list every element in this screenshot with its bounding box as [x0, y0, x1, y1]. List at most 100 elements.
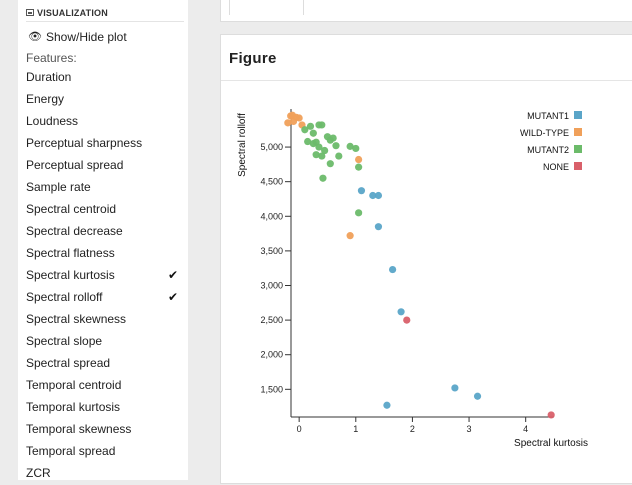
feature-item[interactable]: Spectral kurtosis ✔ — [18, 264, 188, 286]
feature-label: Spectral decrease — [26, 224, 123, 238]
feature-label: Spectral skewness — [26, 312, 127, 326]
data-point-none — [547, 411, 555, 419]
feature-label: Temporal kurtosis — [26, 400, 121, 414]
feature-item[interactable]: Spectral decrease — [18, 220, 188, 242]
y-tick-label: 4,500 — [260, 177, 283, 187]
data-point-mutant2 — [318, 152, 326, 160]
legend-swatch — [574, 128, 582, 136]
data-point-mutant1 — [369, 191, 377, 200]
legend-swatch — [574, 145, 582, 153]
feature-label: Duration — [26, 70, 72, 84]
legend-swatch — [574, 162, 582, 170]
data-point-mutant1 — [383, 401, 391, 409]
data-point-mutant2 — [332, 142, 340, 150]
feature-item[interactable]: Spectral spread — [18, 352, 188, 374]
data-point-wild-type — [284, 119, 292, 127]
feature-item[interactable]: Temporal skewness — [18, 418, 188, 440]
data-point-mutant1 — [357, 187, 366, 195]
data-point-mutant1 — [451, 384, 459, 392]
feature-label: Spectral kurtosis — [26, 268, 115, 282]
feature-item[interactable]: Spectral skewness — [18, 308, 188, 330]
feature-item[interactable]: Loudness — [18, 110, 188, 132]
visualization-section-header: VISUALIZATION — [26, 4, 184, 22]
feature-label: Sample rate — [26, 180, 91, 194]
feature-item[interactable]: Spectral centroid — [18, 198, 188, 220]
top-panel — [220, 0, 632, 22]
feature-item[interactable]: Energy — [18, 88, 188, 110]
feature-item[interactable]: Perceptual spread — [18, 154, 188, 176]
feature-item[interactable]: Sample rate — [18, 176, 188, 198]
y-tick-label: 3,000 — [260, 280, 283, 290]
feature-label: Temporal skewness — [26, 422, 132, 436]
x-tick-label: 2 — [410, 424, 415, 434]
data-point-mutant1 — [397, 308, 405, 316]
x-tick-label: 4 — [523, 424, 528, 434]
show-hide-plot-toggle[interactable]: 👁 Show/Hide plot — [28, 30, 127, 44]
feature-item[interactable]: Perceptual sharpness — [18, 132, 188, 154]
features-label: Features: — [26, 51, 77, 65]
feature-label: Spectral rolloff — [26, 290, 103, 304]
checkmark-icon: ✔ — [167, 290, 178, 304]
data-point-mutant2 — [319, 174, 327, 182]
y-axis-label: Spectral rolloff — [237, 113, 248, 177]
x-tick-label: 1 — [353, 424, 358, 434]
y-tick-label: 4,000 — [260, 211, 283, 221]
figure-title-bar: Figure — [221, 35, 632, 81]
data-point-mutant2 — [329, 134, 337, 142]
feature-label: Temporal centroid — [26, 378, 122, 392]
show-hide-plot-label: Show/Hide plot — [45, 30, 127, 44]
feature-label: Loudness — [26, 114, 79, 128]
feature-label: Spectral centroid — [26, 202, 117, 216]
data-point-wild-type — [288, 111, 296, 119]
x-axis-label: Spectral kurtosis — [514, 438, 588, 449]
data-point-mutant2 — [301, 126, 309, 134]
feature-item[interactable]: Spectral flatness — [18, 242, 188, 264]
y-tick-label: 2,000 — [260, 350, 283, 360]
feature-label: Perceptual sharpness — [26, 136, 143, 150]
data-point-wild-type — [355, 155, 363, 164]
data-point-mutant1 — [389, 265, 397, 274]
visualization-title: VISUALIZATION — [37, 7, 108, 18]
data-point-mutant2 — [318, 121, 326, 129]
data-point-mutant2 — [355, 163, 363, 171]
feature-item[interactable]: Temporal kurtosis — [18, 396, 188, 418]
data-point-wild-type — [295, 114, 303, 122]
data-point-mutant2 — [321, 146, 329, 155]
feature-item[interactable]: Temporal centroid — [18, 374, 188, 396]
legend-swatch — [574, 111, 582, 119]
x-tick-label: 0 — [297, 424, 302, 434]
feature-item[interactable]: Spectral rolloff ✔ — [18, 286, 188, 308]
data-point-mutant1 — [473, 392, 482, 400]
data-point-mutant2 — [335, 152, 343, 160]
feature-item[interactable]: Duration — [18, 66, 188, 88]
feature-item[interactable]: Temporal spread — [18, 440, 188, 462]
feature-label: ZCR — [26, 466, 51, 480]
data-point-none — [403, 316, 411, 324]
scatter-chart: 1,500 2,000 2,500 3,000 3,500 4,000 4,500 5,000… — [237, 109, 588, 449]
data-point-mutant2 — [346, 142, 354, 150]
feature-item[interactable]: ZCR — [18, 462, 188, 480]
feature-label: Spectral spread — [26, 356, 111, 370]
feature-list: Duration Energy Loudness Perceptual sharpne… — [18, 66, 188, 480]
feature-item[interactable]: Spectral slope — [18, 330, 188, 352]
data-point-mutant2 — [326, 160, 334, 168]
data-point-mutant1 — [374, 191, 383, 200]
feature-label: Temporal spread — [26, 444, 116, 458]
y-tick-label: 1,500 — [260, 384, 283, 394]
checkmark-icon: ✔ — [167, 268, 178, 282]
data-point-mutant2 — [312, 151, 320, 159]
feature-label: Perceptual spread — [26, 158, 124, 172]
sidebar: VISUALIZATION 👁 Show/Hide plot Features:… — [18, 0, 188, 480]
feature-label: Energy — [26, 92, 65, 106]
feature-label: Spectral flatness — [26, 246, 115, 260]
data-point-wild-type — [346, 232, 354, 240]
feature-label: Spectral slope — [26, 334, 103, 348]
data-point-mutant2 — [304, 137, 312, 146]
data-point-mutant2 — [309, 129, 317, 137]
y-tick-label: 2,500 — [260, 315, 283, 325]
figure-title: Figure — [229, 50, 277, 67]
legend-label: NONE — [543, 162, 569, 172]
figure-panel: Figure 1,500 2,000 2,500 3,000 3,500 4,000 4,5… — [220, 34, 632, 484]
data-point-wild-type — [289, 117, 298, 126]
y-tick-label: 5,000 — [260, 142, 283, 152]
